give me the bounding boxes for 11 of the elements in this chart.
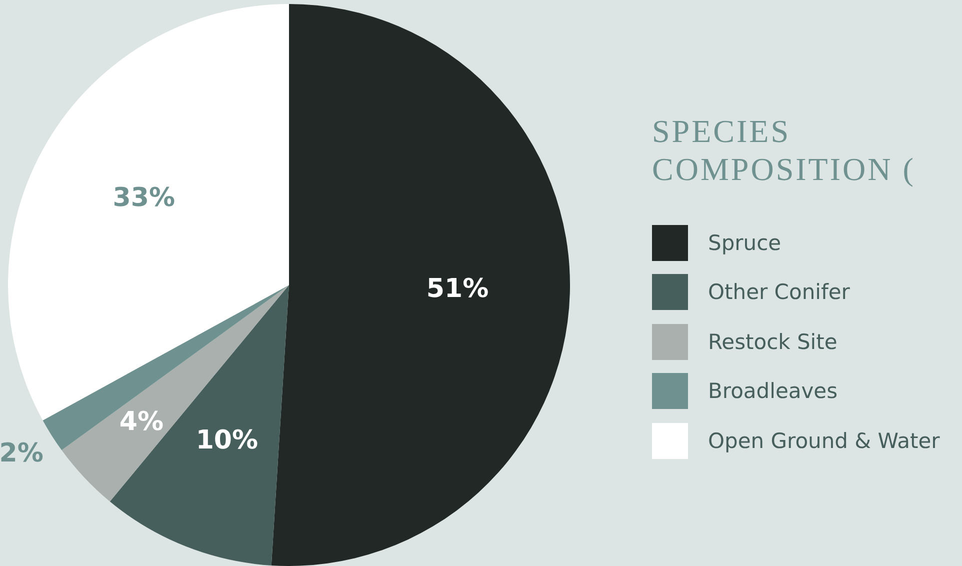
- data-label: 10%: [196, 426, 258, 456]
- data-label: 2%: [0, 438, 44, 469]
- data-label: 33%: [112, 182, 175, 213]
- data-label: 4%: [119, 407, 164, 438]
- data-label: 51%: [426, 274, 489, 304]
- legend-label: Other Conifer: [708, 280, 850, 304]
- legend-label: Restock Site: [708, 330, 838, 354]
- text: SPECIES COMPOSITION (: [652, 112, 916, 188]
- legend-label: Open Ground & Water: [708, 428, 940, 453]
- legend-label: Broadleaves: [708, 379, 838, 404]
- legend-label: Spruce: [708, 230, 782, 255]
